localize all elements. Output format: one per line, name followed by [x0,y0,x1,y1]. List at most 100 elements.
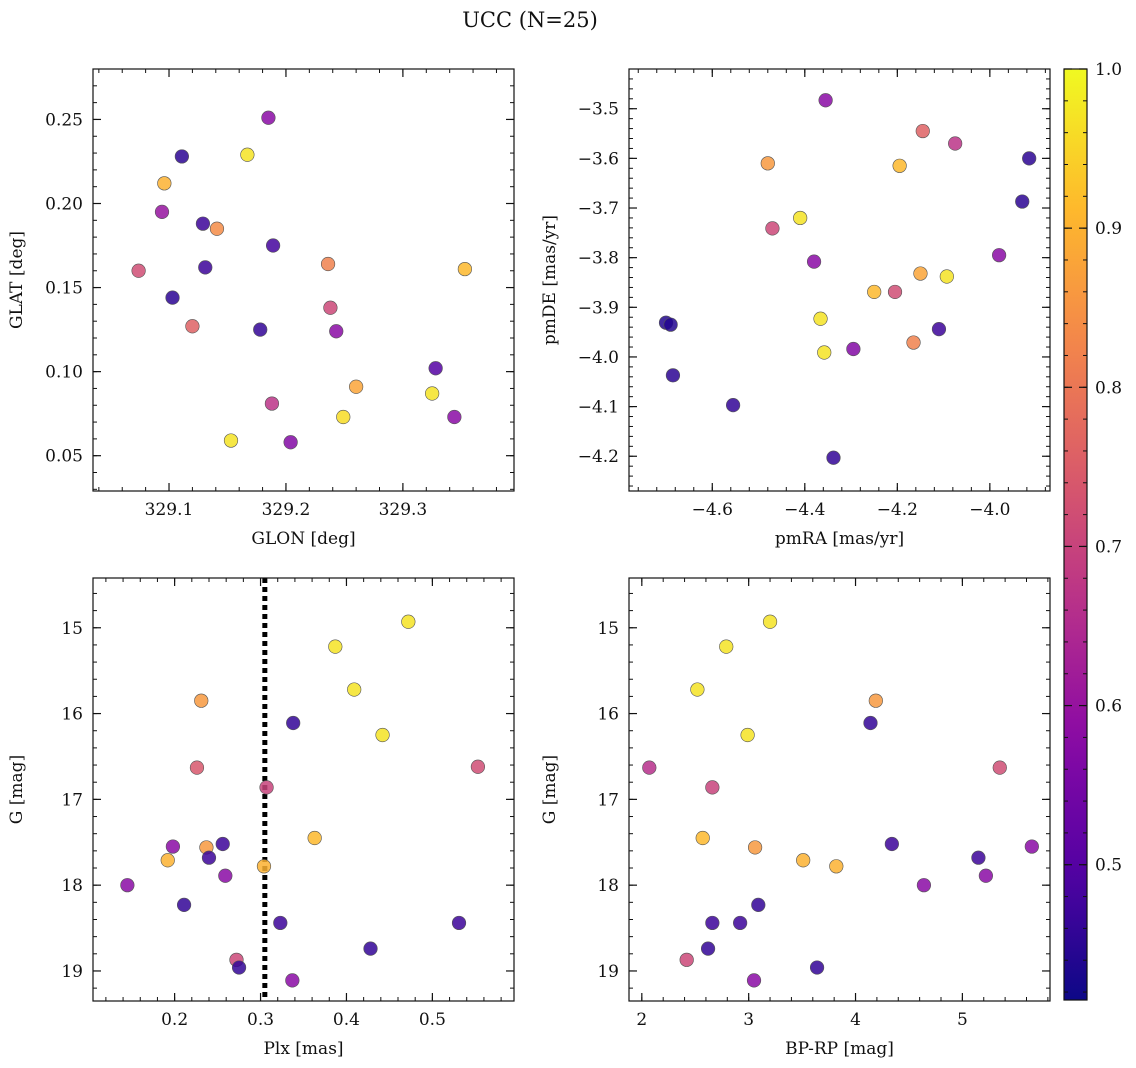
x-axis-label: GLON [deg] [251,529,355,549]
y-axis-label: pmDE [mas/yr] [540,215,560,345]
panels: 329.1 329.2 329.30.050.100.150.200.25GLON … [7,68,1051,1059]
data-point [793,210,808,226]
plot-frame [628,577,1051,1002]
data-point [1024,839,1039,854]
data-point [447,409,462,425]
data-point [231,960,247,975]
data-point [705,780,720,795]
y-tick-label: 19 [597,962,619,982]
y-tick-label: −3.8 [578,249,619,269]
colorbar-frame [1063,68,1088,1001]
x-tick-label: 329.3 [379,500,428,520]
y-tick-label: −3.6 [578,149,619,169]
data-point [189,760,205,775]
x-tick-label: 0.4 [333,1010,360,1030]
y-tick-label: 15 [61,619,83,639]
plot-frame [92,68,515,492]
data-point [375,727,390,743]
data-point [818,93,833,108]
data-point [218,868,233,883]
data-point [700,941,716,956]
y-tick-label: 17 [61,790,83,810]
data-point [887,284,903,300]
data-point [817,345,832,360]
data-point [913,266,928,281]
data-point [992,760,1007,775]
x-tick-label: −4.6 [692,500,733,520]
y-tick-label: 0.15 [45,279,83,299]
data-point [253,322,268,337]
y-tick-label: −4.2 [578,447,619,467]
colorbar-tick-label: 0.9 [1095,219,1122,239]
data-point [223,433,239,448]
y-axis: 15 16 17 18 19 [61,619,514,982]
data-point [690,682,705,697]
data-point [256,859,272,874]
data-point [978,868,993,883]
data-point [428,361,443,376]
y-axis-label: GLAT [deg] [7,231,27,329]
x-tick-label: −4.2 [877,500,918,520]
y-tick-label: 19 [61,962,83,982]
data-point [916,878,932,893]
y-tick-label: 15 [597,619,619,639]
y-tick-label: 18 [597,876,619,896]
data-point [892,158,907,173]
data-point [760,156,775,171]
data-point [131,263,146,278]
data-point [747,840,763,855]
data-point [328,639,343,654]
data-point [154,204,170,220]
data-point [273,915,288,931]
data-point [642,760,657,775]
panel-4: 2 3 4 5 15 16 17 18 19 BP-RP [mag] G [mag] [540,577,1051,1059]
data-point [806,254,822,269]
data-point [846,341,861,357]
data-point [1015,194,1030,209]
data-point [347,682,362,697]
x-tick-label: 0.5 [419,1010,446,1030]
data-point [285,973,300,988]
data-point [349,379,364,394]
data-point [261,110,276,125]
data-point [259,780,274,795]
colorbar-gradient [1064,69,1087,1000]
colorbar-tick-label: 0.7 [1095,537,1122,557]
data-point [240,147,255,162]
x-tick-label: 329.2 [262,500,311,520]
data-point [705,915,720,931]
data-point [733,915,748,931]
y-tick-label: −4.0 [578,348,619,368]
x-tick-label: −4.4 [784,500,825,520]
data-point [948,136,963,151]
data-point [307,830,322,846]
data-point [695,830,710,846]
data-point [323,300,338,315]
data-point [174,149,189,164]
y-tick-label: 0.05 [45,447,83,467]
data-point [740,727,755,743]
data-point [264,396,280,411]
data-point [329,324,344,339]
data-point [201,850,217,865]
colorbar-tick-label: 0.6 [1095,697,1122,717]
plot-frame [92,577,515,1002]
data-point [185,319,200,334]
minor-ticks [629,69,1050,491]
x-tick-label: 0.3 [247,1010,274,1030]
panel-3: 0.2 0.3 0.4 0.5 15 16 17 18 19 Plx [mas] G [mag] [7,577,515,1059]
y-tick-label: 0.10 [45,363,83,383]
data-point [209,221,225,236]
x-axis: 0.2 0.3 0.4 0.5 [161,578,446,1030]
x-tick-label: 5 [957,1010,968,1030]
data-point [176,897,192,913]
data-point [679,952,694,967]
x-tick-label: −4.0 [969,500,1010,520]
data-point [198,260,213,275]
data-point [165,290,180,305]
colorbar-tick-label: 0.5 [1095,856,1122,876]
data-point [286,715,301,731]
data-point [746,973,762,988]
x-axis: 329.1 329.2 329.3 [145,69,428,520]
